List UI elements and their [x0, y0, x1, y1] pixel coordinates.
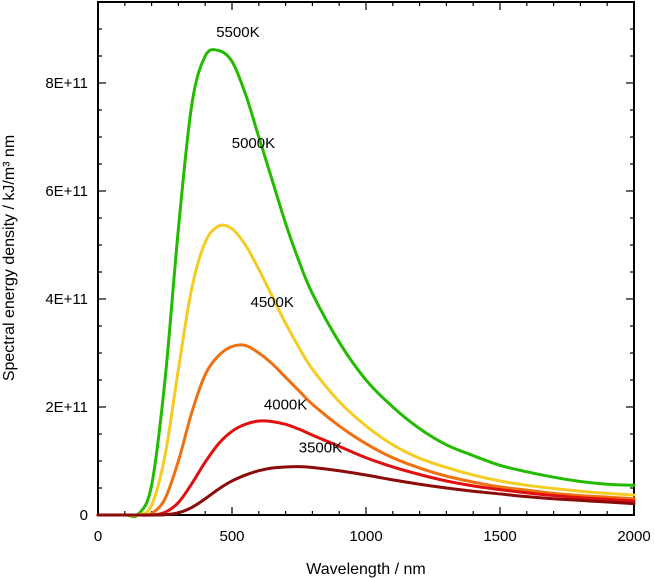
y-tick-label: 0: [80, 507, 88, 524]
plot-frame: [97, 1, 635, 516]
curve-label-4000k: 4000K: [264, 397, 307, 414]
y-axis-label: Spectral energy density / kJ/m³ nm: [1, 135, 18, 381]
axis-ticks: [97, 1, 635, 516]
y-tick-label: 8E+11: [45, 75, 88, 92]
x-axis-label: Wavelength / nm: [306, 561, 425, 578]
series-line-4000k: [96, 419, 636, 517]
curve-label-5000k: 5000K: [232, 135, 275, 152]
series-line-3500k: [96, 465, 636, 517]
series-curves: [96, 48, 636, 519]
series-line-5000k: [96, 223, 636, 518]
tick-labels: 0 500 1000 1500 2000 0 2E+11 4E+11 6E+11 8E+11: [45, 75, 650, 545]
y-tick-label: 4E+11: [45, 291, 88, 308]
x-tick-label: 1500: [483, 528, 516, 545]
curve-label-5500k: 5500K: [216, 24, 259, 41]
x-tick-label: 0: [94, 528, 102, 545]
series-line-4500k: [96, 343, 636, 517]
x-tick-label: 500: [219, 528, 244, 545]
x-tick-label: 2000: [617, 528, 650, 545]
y-tick-label: 6E+11: [45, 183, 88, 200]
x-tick-label: 1000: [349, 528, 382, 545]
curve-annotations: 5500K 5000K 4500K 4000K 3500K: [216, 24, 342, 456]
curve-label-3500k: 3500K: [299, 439, 342, 456]
curve-label-4500k: 4500K: [251, 294, 294, 311]
y-tick-label: 2E+11: [45, 399, 88, 416]
series-line-5500k: [96, 48, 636, 519]
